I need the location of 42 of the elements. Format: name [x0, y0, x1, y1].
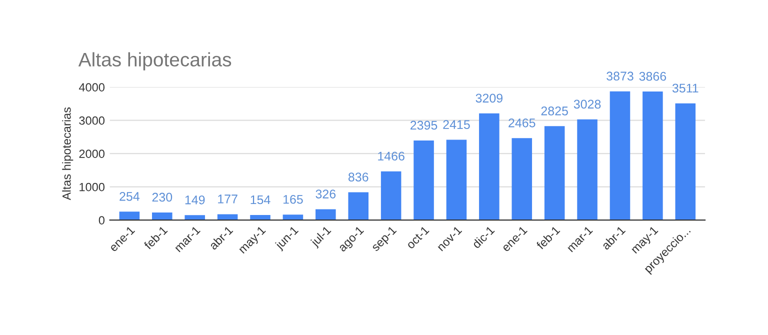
y-tick-label: 0 [98, 216, 104, 224]
bar [282, 214, 304, 220]
data-label: 254 [120, 192, 140, 201]
data-label: 165 [283, 194, 303, 204]
y-tick-label: 4000 [78, 83, 105, 92]
data-label: 2395 [410, 120, 438, 130]
y-tick-label: 2000 [79, 150, 105, 158]
data-label: 2415 [443, 120, 470, 129]
y-tick-label: 3000 [79, 116, 105, 125]
data-label: 2465 [508, 118, 536, 128]
bar [577, 119, 598, 220]
data-label: 326 [316, 190, 336, 198]
data-label: 154 [250, 195, 270, 204]
y-axis-title: Altas hipotecarias [62, 107, 74, 200]
data-label: 1466 [378, 152, 404, 161]
bar [316, 209, 336, 220]
bar [610, 91, 630, 220]
bar [512, 138, 532, 220]
bar [642, 92, 663, 220]
data-label: 836 [348, 172, 368, 182]
bar [380, 171, 402, 220]
data-label: 3866 [639, 72, 666, 81]
data-label: 3511 [672, 84, 698, 93]
data-label: 2825 [541, 106, 568, 116]
data-label: 177 [218, 194, 238, 204]
bar [217, 214, 238, 220]
data-label: 149 [185, 195, 205, 204]
bar [152, 212, 172, 220]
data-label: 3209 [476, 94, 502, 103]
chart-title: Altas hipotecarias [78, 52, 232, 70]
data-label: 3028 [574, 100, 601, 109]
bar [348, 192, 369, 220]
bar [184, 215, 205, 220]
bar [675, 103, 696, 220]
bar [479, 113, 500, 220]
data-label: 3873 [606, 72, 634, 81]
bar [119, 212, 140, 220]
bar [544, 126, 565, 220]
y-tick-label: 1000 [80, 182, 105, 192]
data-label: 230 [152, 192, 172, 202]
bar [446, 140, 467, 220]
bar [414, 140, 434, 220]
